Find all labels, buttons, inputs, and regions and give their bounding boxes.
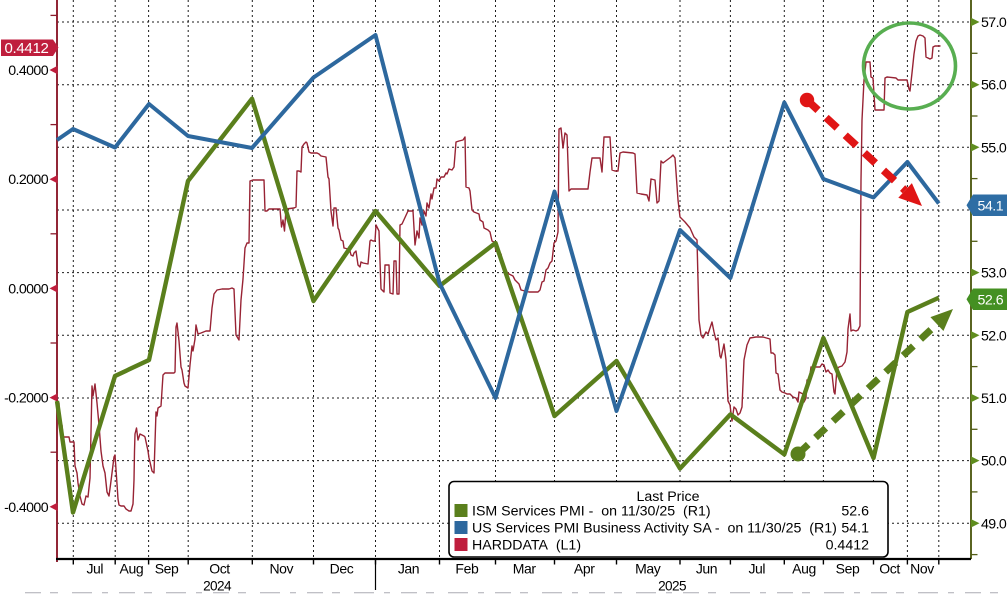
svg-text:Dec: Dec: [330, 561, 354, 577]
svg-text:0.4412: 0.4412: [4, 40, 48, 57]
svg-text:0.0000: 0.0000: [8, 281, 49, 297]
svg-text:-0.2000: -0.2000: [4, 391, 49, 407]
svg-text:49.0: 49.0: [981, 516, 1007, 532]
svg-text:0.2000: 0.2000: [8, 172, 49, 188]
svg-text:Jun: Jun: [696, 561, 717, 577]
svg-text:54.1: 54.1: [841, 521, 869, 537]
svg-text:57.0: 57.0: [981, 15, 1007, 31]
svg-text:0.4412: 0.4412: [826, 538, 870, 554]
svg-text:HARDDATA (L1): HARDDATA (L1): [472, 538, 581, 554]
svg-text:Jan: Jan: [398, 561, 419, 577]
svg-text:Mar: Mar: [513, 561, 537, 577]
svg-text:-0.4000: -0.4000: [4, 500, 49, 516]
svg-text:52.6: 52.6: [841, 504, 869, 520]
svg-text:2025: 2025: [658, 579, 686, 594]
svg-text:Sep: Sep: [836, 561, 860, 577]
svg-text:Feb: Feb: [455, 561, 479, 577]
svg-text:Sep: Sep: [155, 561, 179, 577]
svg-text:0.4000: 0.4000: [8, 63, 49, 79]
svg-text:Jul: Jul: [86, 561, 103, 577]
svg-text:Oct: Oct: [209, 561, 230, 577]
svg-text:Aug: Aug: [120, 561, 144, 577]
svg-text:May: May: [635, 561, 661, 577]
svg-text:52.0: 52.0: [981, 328, 1007, 344]
svg-text:54.1: 54.1: [978, 199, 1004, 215]
svg-text:Last Price: Last Price: [636, 489, 699, 505]
svg-text:Jul: Jul: [748, 561, 765, 577]
svg-text:US Services PMI Business Activ: US Services PMI Business Activity SA - o…: [472, 521, 837, 537]
svg-text:2024: 2024: [203, 579, 232, 594]
svg-text:50.0: 50.0: [981, 454, 1007, 470]
svg-text:Aug: Aug: [792, 561, 816, 577]
svg-text:55.0: 55.0: [981, 140, 1007, 156]
svg-text:ISM Services PMI - on 11/30/2: ISM Services PMI - on 11/30/25 (R1): [472, 504, 711, 520]
svg-text:Oct: Oct: [879, 561, 900, 577]
svg-text:51.0: 51.0: [981, 391, 1007, 407]
svg-text:Apr: Apr: [574, 561, 595, 577]
svg-text:Nov: Nov: [910, 561, 934, 577]
svg-text:56.0: 56.0: [981, 78, 1007, 94]
svg-text:Nov: Nov: [269, 561, 293, 577]
svg-text:53.0: 53.0: [981, 266, 1007, 282]
svg-text:52.6: 52.6: [978, 293, 1004, 309]
